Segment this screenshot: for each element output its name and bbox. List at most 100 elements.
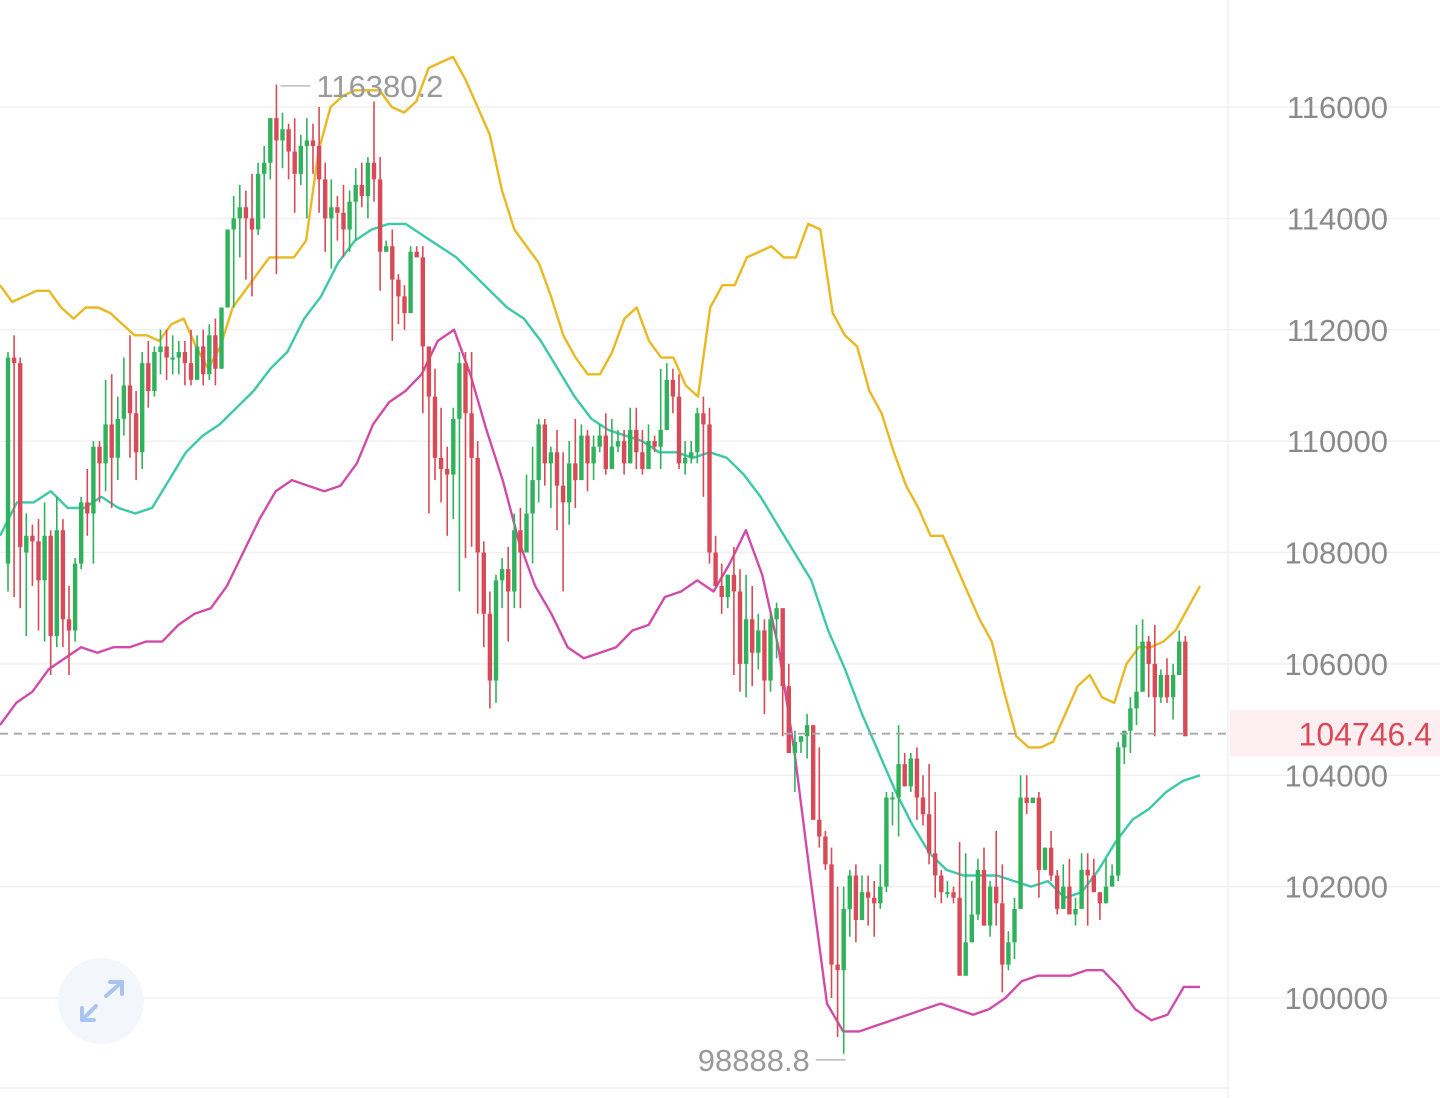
candle <box>262 145 267 219</box>
candle <box>310 123 316 174</box>
candle <box>756 613 761 670</box>
candle <box>237 184 242 258</box>
candle-body <box>152 352 157 392</box>
candle-body <box>798 736 804 742</box>
candle <box>853 864 859 943</box>
candle-body <box>548 452 554 464</box>
candle <box>994 830 999 926</box>
candle-body <box>219 307 224 369</box>
candle-body <box>170 357 175 360</box>
candle <box>323 162 328 252</box>
candle-body <box>1128 708 1133 731</box>
candle-body <box>1073 908 1078 915</box>
candle <box>646 424 651 469</box>
candle-body <box>426 346 432 397</box>
candle <box>341 184 346 258</box>
candle <box>432 368 438 481</box>
candle <box>750 585 755 687</box>
candle-body <box>1097 892 1103 904</box>
candle <box>951 886 956 904</box>
candle <box>676 374 682 469</box>
candle <box>170 335 175 375</box>
expand-button[interactable] <box>58 958 144 1044</box>
candle-body <box>524 513 529 553</box>
candle-body <box>127 385 133 414</box>
candle <box>939 869 944 904</box>
candle <box>11 335 17 598</box>
candle <box>847 869 852 937</box>
candle <box>72 558 78 642</box>
candle-body <box>329 207 334 219</box>
candle <box>1103 858 1109 904</box>
candle-body <box>1152 663 1157 698</box>
candle-body <box>908 758 913 787</box>
candle <box>469 352 474 547</box>
candle-body <box>542 424 547 464</box>
candle-body <box>768 619 773 681</box>
candle-body <box>811 725 816 820</box>
candle <box>42 502 47 642</box>
candle-body <box>396 279 401 297</box>
candle-body <box>475 457 480 553</box>
candle-body <box>414 251 419 258</box>
candle-body <box>560 485 566 503</box>
y-tick-label: 106000 <box>1285 647 1388 682</box>
candle-body <box>493 580 499 681</box>
candle-body <box>591 446 596 464</box>
candle <box>146 340 151 408</box>
candle <box>280 112 285 169</box>
candle-body <box>11 357 17 364</box>
candle-body <box>353 184 358 202</box>
candle <box>384 240 389 252</box>
candle-body <box>640 452 645 469</box>
period-high-label: 116380.2 <box>316 69 443 104</box>
candle-body <box>1036 797 1042 870</box>
candle <box>835 886 840 1037</box>
candle <box>493 574 499 703</box>
y-tick-label: 112000 <box>1287 313 1388 348</box>
candle <box>1097 892 1103 921</box>
candle-body <box>237 207 242 219</box>
candle-body <box>402 296 407 314</box>
candle-body <box>634 429 639 453</box>
candle-body <box>1085 869 1090 876</box>
candle-body <box>1146 641 1151 664</box>
candle <box>182 340 188 386</box>
upper-band <box>0 55 1202 749</box>
candle <box>438 407 444 503</box>
candle-body <box>5 357 11 564</box>
candle <box>1116 741 1121 882</box>
candle-body <box>804 725 810 737</box>
candle <box>634 407 639 469</box>
candle-body <box>176 352 181 358</box>
candle-body <box>1067 886 1072 915</box>
candle <box>725 574 730 609</box>
candle-body <box>506 569 511 592</box>
candle <box>103 379 108 492</box>
candle-body <box>457 363 462 419</box>
candle <box>774 602 779 659</box>
candle <box>719 563 724 614</box>
candle <box>231 196 236 308</box>
candle <box>664 363 669 430</box>
candle-body <box>914 758 920 798</box>
candle <box>152 346 157 397</box>
candle-body <box>872 897 877 904</box>
candle-body <box>335 207 340 213</box>
candle <box>1073 897 1078 926</box>
candle <box>207 324 212 380</box>
candle-body <box>432 396 438 458</box>
candle-body <box>115 418 120 458</box>
candle <box>762 619 767 714</box>
candle <box>798 736 804 753</box>
candle <box>1085 853 1090 926</box>
candle-body <box>1018 797 1023 909</box>
candle-body <box>670 379 676 397</box>
candle-body <box>1024 797 1029 804</box>
candle-body <box>554 452 560 486</box>
candle <box>445 446 450 536</box>
candle <box>1164 658 1170 703</box>
candle <box>194 335 200 380</box>
candle <box>402 285 407 330</box>
